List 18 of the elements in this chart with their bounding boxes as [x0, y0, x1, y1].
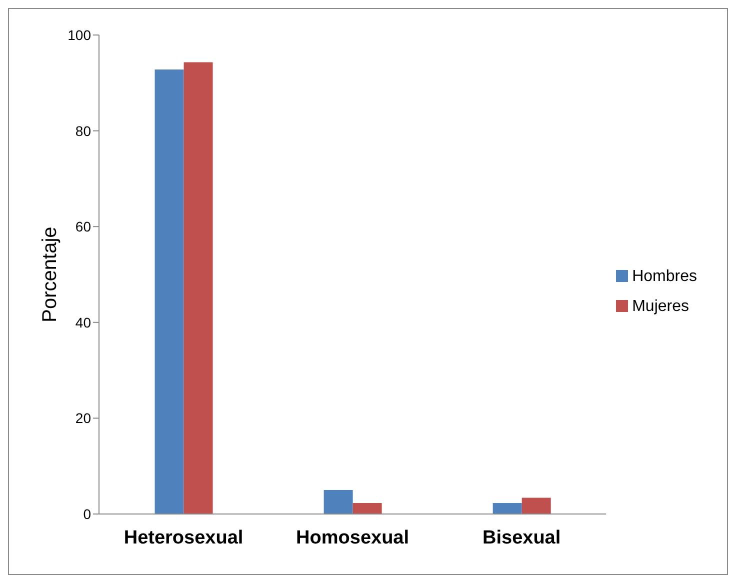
bar	[492, 502, 522, 514]
y-axis-title: Porcentaje	[39, 226, 62, 322]
bar	[522, 498, 551, 514]
bar	[154, 69, 184, 514]
y-tick-label: 0	[83, 506, 92, 522]
bar	[184, 62, 213, 514]
legend-label: Mujeres	[632, 298, 689, 314]
x-tick-label: Bisexual	[482, 527, 561, 548]
bar	[324, 490, 353, 514]
y-tick-label: 80	[75, 122, 92, 139]
y-tick-label: 60	[75, 218, 92, 235]
legend-label: Hombres	[632, 268, 697, 284]
bar	[352, 502, 382, 514]
y-tick-label: 20	[75, 410, 92, 426]
y-tick-label: 40	[75, 314, 92, 330]
x-tick-label: Heterosexual	[124, 527, 244, 548]
y-tick-label: 100	[68, 26, 92, 43]
x-tick-label: Homosexual	[296, 527, 410, 548]
